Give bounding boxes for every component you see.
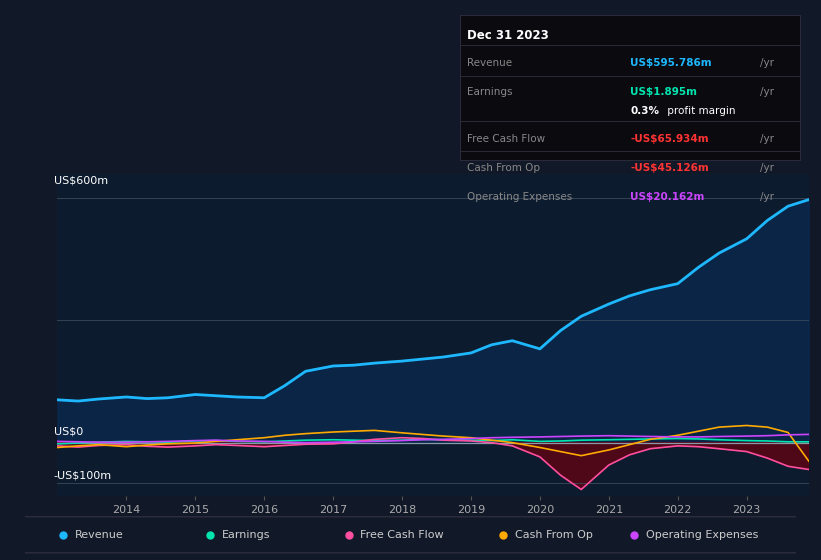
Text: US$20.162m: US$20.162m — [631, 192, 704, 202]
Text: Free Cash Flow: Free Cash Flow — [466, 134, 544, 144]
Text: /yr: /yr — [759, 134, 773, 144]
Text: US$595.786m: US$595.786m — [631, 58, 712, 68]
Text: US$0: US$0 — [53, 426, 83, 436]
Text: Free Cash Flow: Free Cash Flow — [360, 530, 444, 540]
Text: Revenue: Revenue — [75, 530, 123, 540]
Text: /yr: /yr — [759, 163, 773, 173]
Text: Operating Expenses: Operating Expenses — [466, 192, 571, 202]
Text: Earnings: Earnings — [466, 87, 512, 97]
Text: /yr: /yr — [759, 87, 773, 97]
Text: -US$100m: -US$100m — [53, 470, 112, 480]
Text: Revenue: Revenue — [466, 58, 511, 68]
Text: US$1.895m: US$1.895m — [631, 87, 697, 97]
Text: Dec 31 2023: Dec 31 2023 — [466, 29, 548, 42]
Text: /yr: /yr — [759, 192, 773, 202]
Text: Cash From Op: Cash From Op — [466, 163, 539, 173]
Text: US$600m: US$600m — [53, 175, 108, 185]
Text: profit margin: profit margin — [664, 106, 736, 116]
Text: -US$45.126m: -US$45.126m — [631, 163, 709, 173]
Text: Cash From Op: Cash From Op — [515, 530, 593, 540]
Text: /yr: /yr — [759, 58, 773, 68]
Text: Operating Expenses: Operating Expenses — [646, 530, 759, 540]
Text: -US$65.934m: -US$65.934m — [631, 134, 709, 144]
Text: 0.3%: 0.3% — [631, 106, 659, 116]
Text: Earnings: Earnings — [222, 530, 270, 540]
